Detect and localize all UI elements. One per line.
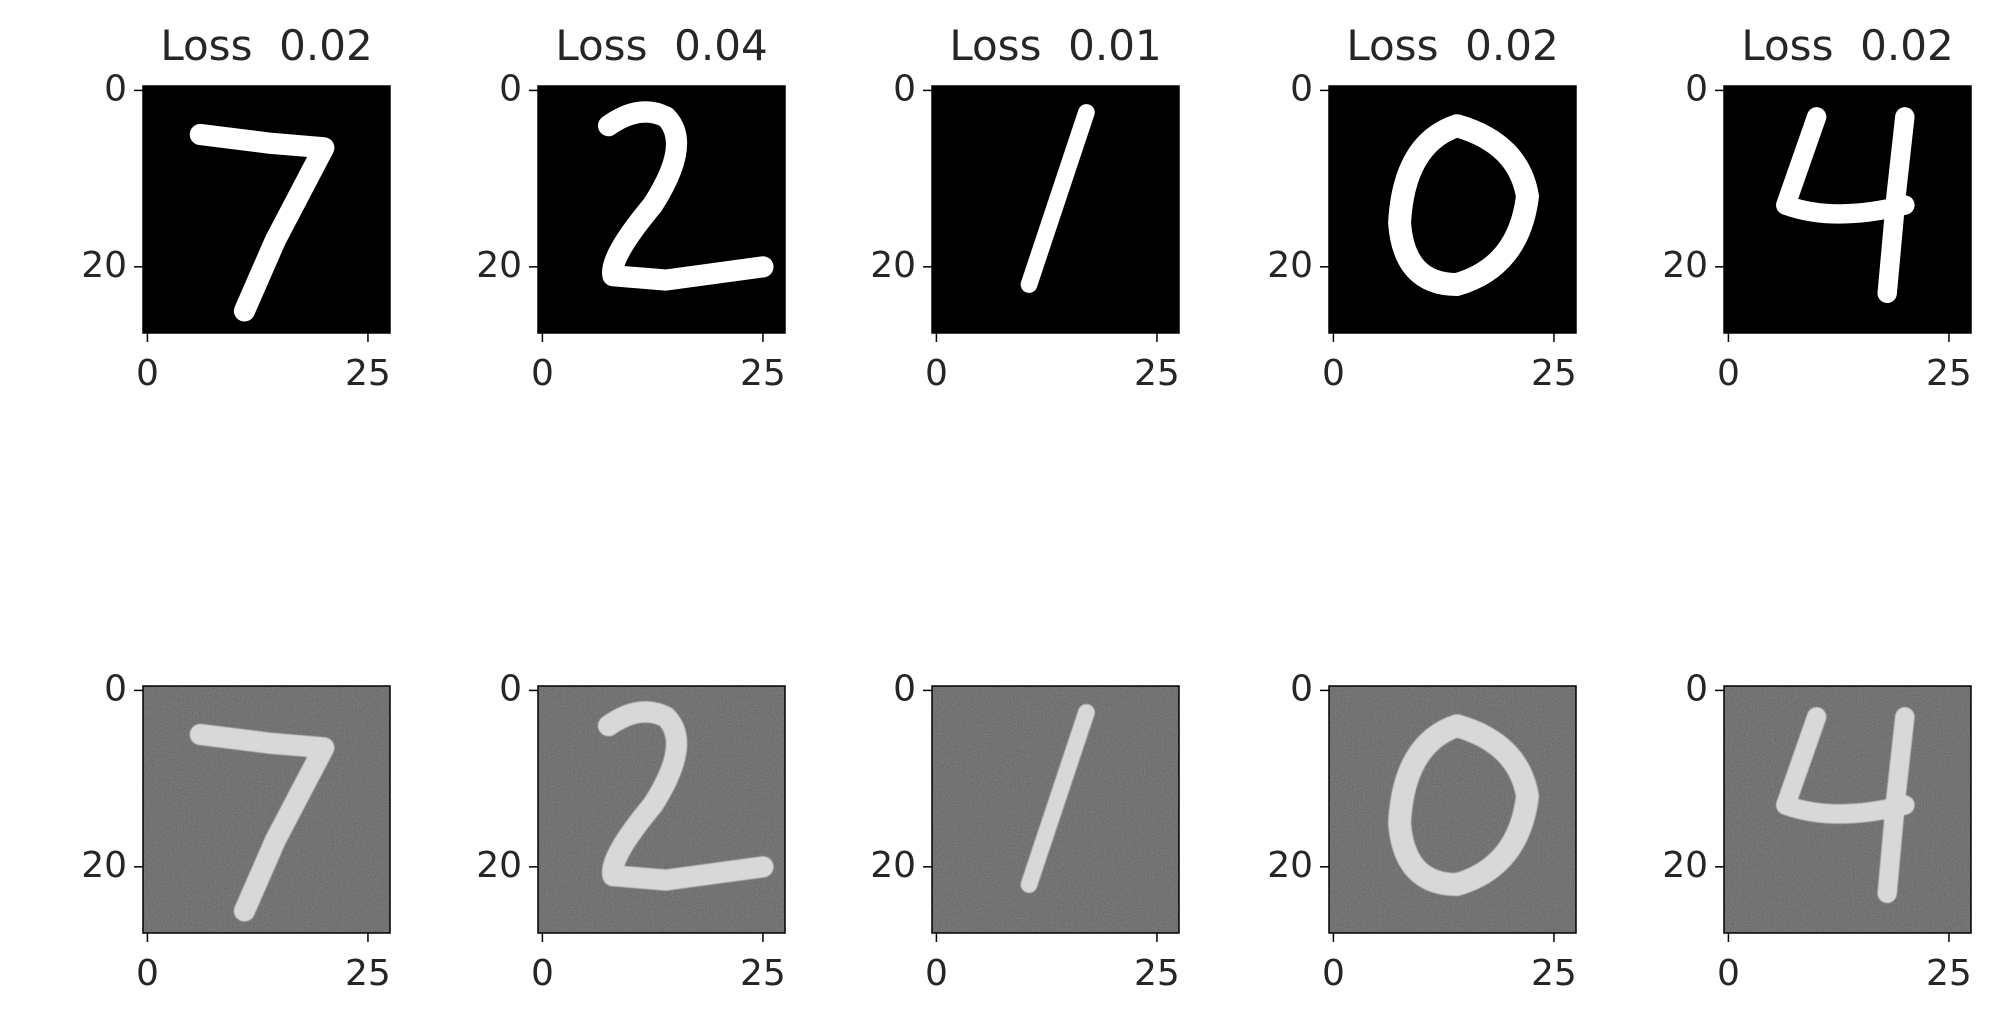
x-tick-label: 25	[1531, 353, 1577, 394]
y-tick-label: 0	[104, 668, 127, 709]
x-tick-label: 25	[1134, 953, 1180, 994]
x-tick-label: 0	[531, 953, 554, 994]
subplot: 0 25 0 20 Loss 0.02	[1267, 21, 1577, 394]
x-tick-label: 0	[136, 353, 159, 394]
subplot: 0 25 0 20	[1662, 668, 1972, 994]
y-tick-label: 0	[1290, 668, 1313, 709]
x-tick-label: 25	[740, 353, 786, 394]
y-tick-label: 20	[1267, 845, 1313, 886]
x-tick-label: 25	[345, 353, 391, 394]
x-tick-label: 25	[1531, 953, 1577, 994]
y-tick-label: 0	[893, 668, 916, 709]
subplot: 0 25 0 20	[1267, 668, 1577, 994]
y-tick-label: 0	[1290, 68, 1313, 109]
subplot-title: Loss 0.02	[1346, 21, 1558, 70]
image-background	[143, 86, 390, 333]
image-noise	[143, 686, 390, 933]
x-tick-label: 25	[1926, 353, 1972, 394]
y-tick-label: 20	[476, 245, 522, 286]
x-tick-label: 0	[1322, 953, 1345, 994]
subplot-title: Loss 0.04	[555, 21, 767, 70]
subplot: 0 25 0 20	[870, 668, 1180, 994]
page: {"chart_data": [ {"type": "image", "titl…	[0, 0, 1999, 1017]
subplot: 0 25 0 20 Loss 0.01	[870, 21, 1180, 394]
y-tick-label: 0	[1685, 68, 1708, 109]
y-tick-label: 20	[81, 245, 127, 286]
y-tick-label: 0	[893, 68, 916, 109]
x-tick-label: 25	[345, 953, 391, 994]
figure: 0 25 0 20 Loss 0.02 0 25 0 20 Loss 0.04 0 25 0 20 Loss…	[0, 0, 1999, 1017]
y-tick-label: 20	[476, 845, 522, 886]
x-tick-label: 0	[136, 953, 159, 994]
subplot: 0 25 0 20	[81, 668, 391, 994]
y-tick-label: 20	[81, 845, 127, 886]
y-tick-label: 0	[1685, 668, 1708, 709]
subplot: 0 25 0 20	[476, 668, 786, 994]
y-tick-label: 20	[870, 245, 916, 286]
y-tick-label: 20	[870, 845, 916, 886]
x-tick-label: 0	[925, 953, 948, 994]
subplot-title: Loss 0.01	[949, 21, 1161, 70]
subplot: 0 25 0 20 Loss 0.02	[1662, 21, 1972, 394]
y-tick-label: 20	[1267, 245, 1313, 286]
x-tick-label: 0	[1717, 353, 1740, 394]
x-tick-label: 0	[1717, 953, 1740, 994]
y-tick-label: 0	[499, 68, 522, 109]
subplot: 0 25 0 20 Loss 0.02	[81, 21, 391, 394]
subplot: 0 25 0 20 Loss 0.04	[476, 21, 786, 394]
x-tick-label: 0	[1322, 353, 1345, 394]
subplot-title: Loss 0.02	[1741, 21, 1953, 70]
x-tick-label: 25	[740, 953, 786, 994]
y-tick-label: 20	[1662, 245, 1708, 286]
x-tick-label: 0	[925, 353, 948, 394]
y-tick-label: 0	[499, 668, 522, 709]
subplot-title: Loss 0.02	[160, 21, 372, 70]
y-tick-label: 0	[104, 68, 127, 109]
y-tick-label: 20	[1662, 845, 1708, 886]
x-tick-label: 25	[1926, 953, 1972, 994]
x-tick-label: 0	[531, 353, 554, 394]
x-tick-label: 25	[1134, 353, 1180, 394]
